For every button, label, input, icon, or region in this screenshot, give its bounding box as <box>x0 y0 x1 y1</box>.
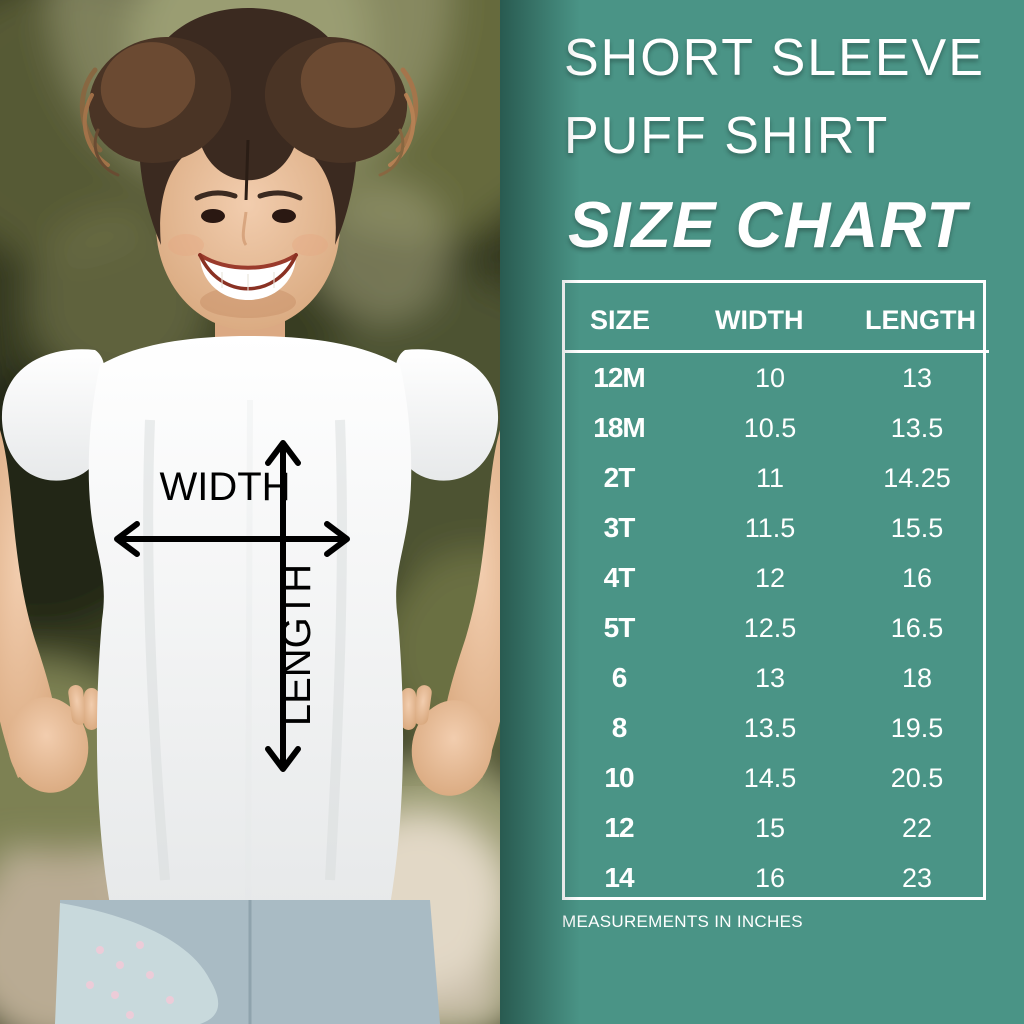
svg-text:LENGTH: LENGTH <box>275 564 319 726</box>
svg-text:WIDTH: WIDTH <box>159 465 290 509</box>
